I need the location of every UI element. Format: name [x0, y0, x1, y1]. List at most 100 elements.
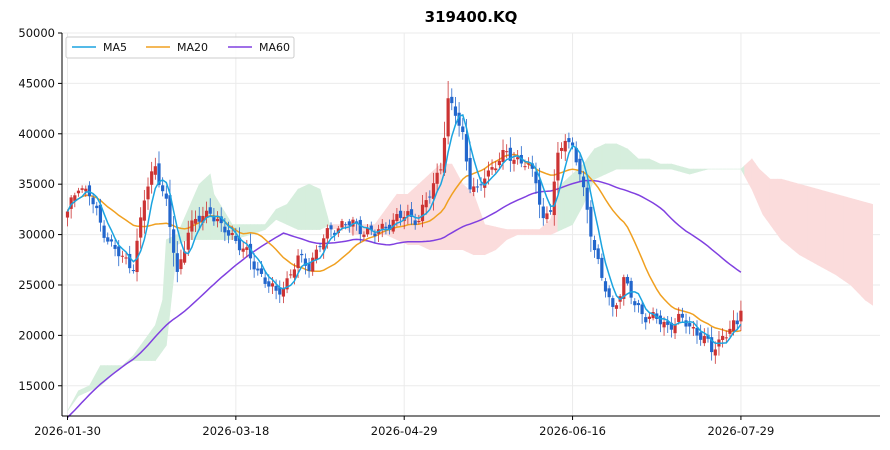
candle — [618, 294, 622, 309]
cloud-segment — [385, 203, 390, 237]
candle-body — [102, 225, 106, 238]
cloud-segment — [696, 168, 701, 173]
candle — [585, 181, 589, 224]
candle — [724, 330, 728, 344]
candle-body — [164, 193, 168, 199]
cloud-segment — [158, 300, 163, 357]
candle-body — [713, 349, 717, 356]
candle — [219, 207, 223, 232]
candle-body — [695, 327, 699, 336]
candle — [512, 151, 516, 172]
candle-body — [534, 171, 538, 184]
cloud-segment — [532, 229, 537, 235]
candle — [91, 193, 95, 214]
cloud-segment — [799, 183, 804, 258]
candle — [457, 102, 461, 137]
candle-body — [486, 170, 490, 177]
cloud-segment — [85, 385, 90, 393]
candle — [574, 141, 578, 166]
cloud-segment — [850, 197, 855, 290]
candle — [552, 169, 556, 226]
x-tick-label: 2026-06-16 — [539, 424, 606, 438]
cloud-segment — [308, 183, 314, 230]
cloud-segment — [806, 185, 811, 262]
cloud-segment — [389, 198, 394, 239]
x-tick-label: 2026-03-18 — [202, 424, 269, 438]
candle — [113, 239, 117, 257]
cloud-segment — [652, 160, 658, 170]
cloud-segment — [484, 224, 489, 256]
candle — [384, 222, 388, 235]
candle-body — [241, 248, 245, 252]
candle — [702, 328, 706, 347]
candle-body — [398, 210, 403, 218]
ma5-line — [66, 114, 742, 344]
cloud-segment — [682, 166, 687, 174]
legend-label-ma20: MA20 — [177, 41, 208, 54]
candle-body — [581, 176, 586, 188]
candle-body — [673, 324, 677, 334]
candle-body — [380, 223, 384, 229]
candle — [131, 264, 135, 274]
candle-body — [84, 188, 88, 192]
candle-body — [146, 186, 150, 200]
cloud-segment — [630, 151, 636, 170]
cloud-segment — [601, 143, 606, 177]
candle — [369, 221, 373, 236]
candle — [413, 213, 417, 230]
candle-body — [223, 226, 227, 233]
cloud-segment — [780, 178, 786, 244]
cloud-segment — [70, 397, 76, 407]
cloud-segment — [74, 390, 79, 402]
candle-body — [384, 226, 388, 229]
candle — [603, 277, 608, 298]
cloud-segment — [319, 189, 324, 231]
y-tick-label: 30000 — [18, 228, 55, 242]
cloud-segment — [451, 163, 456, 250]
axes: 15000 20000 25000 30000 35000 40000 45000 50000… — [18, 26, 880, 438]
candle — [567, 132, 571, 149]
cloud-segment — [843, 195, 848, 284]
cloud-segment — [824, 190, 830, 272]
y-tick-label: 50000 — [18, 26, 55, 40]
candle-body — [358, 219, 362, 235]
candle-body — [475, 186, 480, 188]
candle-body — [65, 211, 70, 218]
y-tick-label: 25000 — [18, 278, 55, 292]
cloud-segment — [546, 218, 551, 235]
candle — [69, 195, 73, 219]
y-tick-label: 20000 — [18, 328, 55, 342]
candle-body — [545, 213, 549, 220]
cloud-segment — [502, 228, 507, 244]
cloud-segment — [839, 194, 844, 281]
cloud-segment — [151, 324, 156, 361]
candle-body — [106, 237, 110, 242]
candle-body — [267, 281, 271, 287]
candle-body — [706, 334, 710, 339]
candle — [193, 210, 198, 233]
candle — [545, 206, 549, 223]
candle-body — [508, 147, 512, 161]
cloud-segment — [275, 207, 281, 222]
candlestick-series — [65, 80, 743, 364]
cloud-segment — [312, 185, 317, 230]
candle — [431, 172, 436, 211]
candle-body — [95, 205, 99, 209]
candle — [516, 150, 520, 165]
candle — [490, 159, 494, 176]
cloud-segment — [191, 192, 196, 240]
cloud-segment — [762, 171, 767, 221]
cloud-segment — [261, 224, 266, 232]
candle — [541, 197, 545, 226]
candle — [559, 142, 564, 159]
candle — [424, 192, 428, 215]
candle — [713, 341, 717, 364]
candle-body — [735, 320, 739, 325]
candle-body — [530, 163, 534, 169]
candle — [241, 241, 245, 258]
candle-body — [329, 225, 333, 230]
cloud-segment — [473, 194, 478, 256]
candle-body — [135, 240, 139, 273]
candle-body — [677, 313, 681, 322]
candle — [120, 250, 124, 263]
